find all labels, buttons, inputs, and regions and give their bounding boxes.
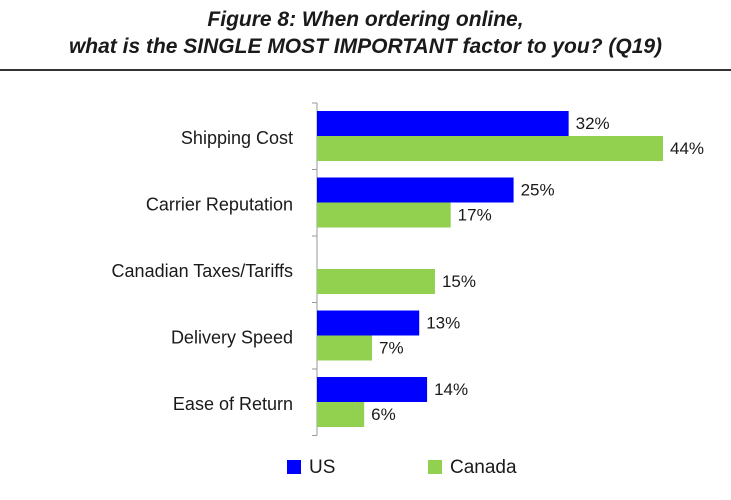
legend-swatch-canada xyxy=(428,460,442,474)
bar-us-delivery-speed xyxy=(317,310,420,336)
chart-title: Figure 8: When ordering online, what is … xyxy=(0,6,731,60)
legend-label-us: US xyxy=(309,457,335,478)
data-label-canada: 7% xyxy=(379,338,404,357)
category-label: Carrier Reputation xyxy=(146,194,293,214)
category-label: Ease of Return xyxy=(173,394,293,414)
legend-label-canada: Canada xyxy=(450,457,517,478)
chart-title-line-2: what is the SINGLE MOST IMPORTANT factor… xyxy=(68,35,663,58)
data-label-canada: 6% xyxy=(371,405,396,424)
legend-swatch-us xyxy=(287,460,301,474)
chart-title-line-1: Figure 8: When ordering online, xyxy=(207,8,524,31)
data-label-us: 14% xyxy=(434,380,468,399)
data-label-canada: 17% xyxy=(458,205,492,224)
bar-canada-shipping-cost xyxy=(317,136,663,161)
category-label: Shipping Cost xyxy=(181,128,293,148)
bar-us-carrier-reputation xyxy=(317,177,514,203)
data-label-us: 25% xyxy=(521,180,555,199)
data-label-us: 32% xyxy=(576,114,610,133)
bar-canada-carrier-reputation xyxy=(317,202,451,228)
title-divider xyxy=(0,69,731,71)
bar-canada-canadian-taxes-tariffs xyxy=(317,269,435,294)
data-label-us: 13% xyxy=(426,313,460,332)
bar-canada-delivery-speed xyxy=(317,335,373,361)
data-label-canada: 15% xyxy=(442,272,476,291)
category-label: Canadian Taxes/Tariffs xyxy=(112,261,293,281)
bar-canada-ease-of-return xyxy=(317,402,365,427)
bar-us-shipping-cost xyxy=(317,111,569,136)
data-label-canada: 44% xyxy=(670,139,704,158)
bar-us-ease-of-return xyxy=(317,377,428,402)
category-label: Delivery Speed xyxy=(171,327,293,347)
